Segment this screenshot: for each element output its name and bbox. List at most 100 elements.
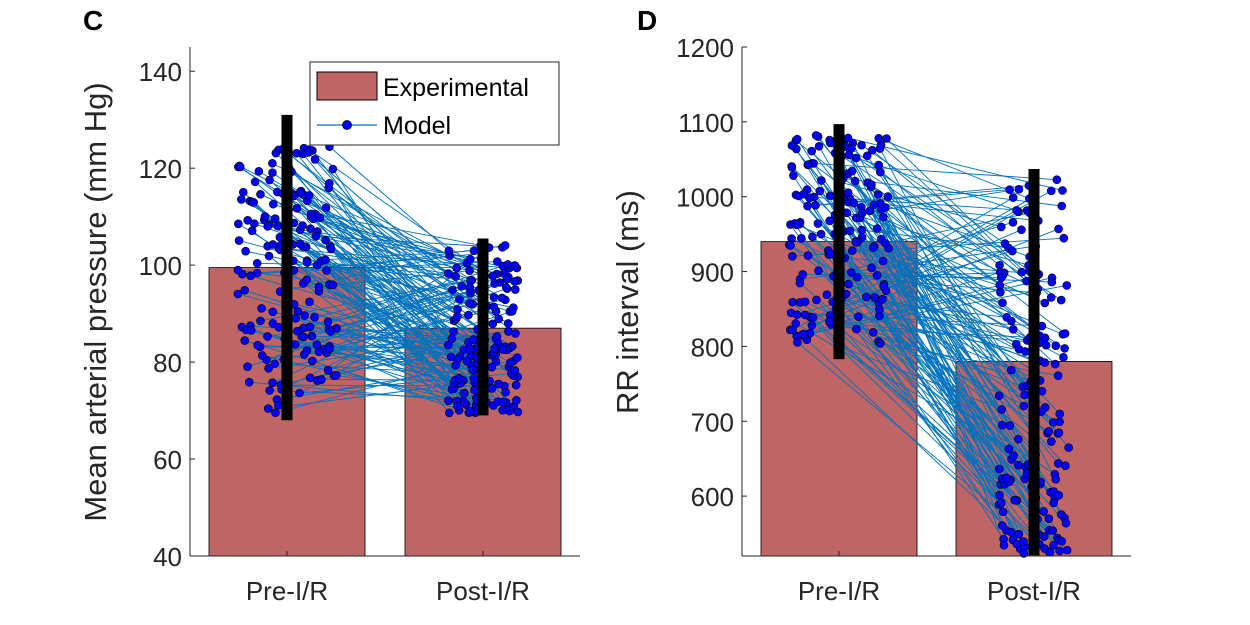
model-pair-line bbox=[829, 139, 1030, 271]
model-point-pre bbox=[325, 179, 334, 188]
model-pair-line bbox=[288, 168, 460, 300]
model-point-post bbox=[1014, 529, 1024, 539]
model-point-post bbox=[1008, 218, 1018, 227]
model-point-pre bbox=[310, 155, 320, 164]
model-point-pre bbox=[878, 256, 888, 266]
model-point-pre bbox=[800, 297, 810, 307]
model-point-post bbox=[444, 408, 454, 418]
model-point-pre bbox=[867, 180, 876, 189]
model-point-pre bbox=[882, 134, 891, 143]
legend-experimental-swatch bbox=[316, 71, 378, 101]
model-point-post bbox=[998, 507, 1008, 517]
model-pair-line bbox=[329, 146, 450, 252]
model-pair-line bbox=[308, 149, 507, 288]
y-tick-label: 800 bbox=[691, 332, 734, 362]
model-point-pre bbox=[298, 221, 307, 230]
model-pair-line bbox=[813, 162, 1057, 181]
model-point-post bbox=[447, 334, 457, 343]
model-point-post bbox=[498, 345, 508, 354]
model-point-pre bbox=[814, 266, 823, 275]
model-point-pre bbox=[321, 235, 330, 245]
model-point-post bbox=[510, 366, 520, 375]
model-point-pre bbox=[814, 141, 824, 151]
model-point-pre bbox=[263, 332, 272, 341]
model-point-post bbox=[997, 521, 1007, 530]
model-point-pre bbox=[787, 163, 797, 172]
model-point-post bbox=[1009, 451, 1018, 460]
model-point-post bbox=[1044, 514, 1054, 523]
model-pair-line bbox=[291, 171, 503, 299]
model-point-pre bbox=[246, 271, 255, 281]
model-point-post bbox=[1010, 495, 1019, 505]
model-point-pre bbox=[799, 329, 808, 339]
model-point-post bbox=[503, 260, 513, 269]
model-point-pre bbox=[865, 206, 875, 216]
model-point-pre bbox=[241, 246, 250, 256]
model-point-post bbox=[451, 272, 461, 281]
model-pair-line bbox=[881, 209, 1018, 545]
model-point-post bbox=[1012, 205, 1021, 215]
x-tick-label: Pre-I/R bbox=[798, 576, 880, 606]
model-point-pre bbox=[302, 258, 312, 267]
model-point-pre bbox=[263, 404, 273, 413]
model-point-pre bbox=[233, 265, 243, 275]
model-point-post bbox=[498, 397, 508, 407]
panel-d-errorbars bbox=[833, 124, 1040, 556]
model-point-pre bbox=[787, 141, 797, 150]
model-point-post bbox=[455, 295, 464, 304]
model-pair-line bbox=[880, 144, 1023, 273]
model-pair-line bbox=[826, 294, 1045, 364]
model-point-pre bbox=[249, 198, 258, 207]
model-point-post bbox=[469, 246, 479, 255]
model-point-post bbox=[1014, 184, 1024, 194]
model-point-post bbox=[1012, 539, 1021, 549]
model-point-pre bbox=[306, 224, 315, 233]
model-pair-line bbox=[841, 155, 1062, 301]
model-point-post bbox=[1006, 365, 1016, 375]
model-point-pre bbox=[234, 219, 243, 229]
model-point-pre bbox=[877, 205, 886, 214]
model-point-pre bbox=[852, 272, 862, 282]
model-pair-line bbox=[314, 159, 471, 294]
model-point-pre bbox=[869, 243, 878, 252]
model-pair-line bbox=[327, 286, 471, 323]
model-point-post bbox=[494, 314, 504, 324]
model-point-post bbox=[999, 540, 1009, 550]
model-point-post bbox=[1057, 201, 1067, 211]
model-pair-line bbox=[877, 274, 1003, 304]
model-point-post bbox=[1061, 461, 1070, 470]
model-pair-line bbox=[790, 245, 1012, 371]
model-point-post bbox=[1008, 325, 1018, 334]
model-point-pre bbox=[308, 214, 318, 224]
model-pair-line bbox=[326, 352, 473, 371]
model-point-post bbox=[1052, 175, 1062, 184]
model-point-pre bbox=[812, 295, 821, 305]
model-point-pre bbox=[314, 347, 324, 357]
model-point-pre bbox=[849, 198, 859, 208]
model-point-post bbox=[468, 365, 478, 375]
model-point-post bbox=[1060, 344, 1069, 353]
model-point-pre bbox=[238, 187, 248, 197]
model-point-post bbox=[1053, 371, 1063, 381]
legend-model-marker bbox=[342, 120, 352, 130]
panel-c: C 40 60 80 100 120 140 Pre-I/R Post-I/R Mean ar… bbox=[78, 5, 580, 606]
model-point-post bbox=[511, 329, 520, 338]
model-point-pre bbox=[852, 324, 861, 334]
model-point-pre bbox=[328, 164, 338, 174]
y-tick-label: 80 bbox=[153, 348, 182, 378]
model-point-pre bbox=[815, 186, 825, 196]
model-pair-line bbox=[866, 155, 1025, 396]
y-tick-label: 40 bbox=[153, 542, 182, 572]
model-point-pre bbox=[268, 307, 278, 317]
model-point-pre bbox=[268, 199, 278, 209]
model-point-post bbox=[1008, 246, 1017, 256]
model-point-pre bbox=[850, 176, 860, 186]
model-point-pre bbox=[268, 378, 277, 387]
model-point-post bbox=[490, 279, 499, 288]
model-point-post bbox=[511, 380, 521, 390]
model-point-pre bbox=[304, 191, 314, 200]
model-pair-line bbox=[278, 247, 510, 269]
model-point-post bbox=[1000, 239, 1010, 248]
model-point-pre bbox=[322, 266, 331, 275]
